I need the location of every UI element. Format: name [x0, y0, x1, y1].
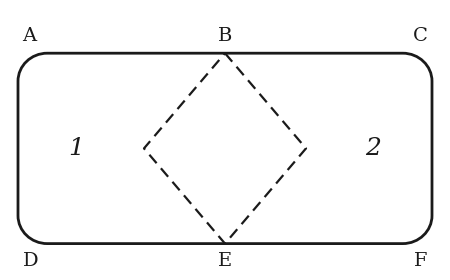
Text: F: F: [414, 252, 427, 270]
PathPatch shape: [18, 53, 432, 244]
Text: 1: 1: [68, 137, 85, 160]
Text: E: E: [218, 252, 232, 270]
Text: A: A: [22, 27, 36, 45]
Text: 2: 2: [365, 137, 382, 160]
Text: B: B: [218, 27, 232, 45]
Text: C: C: [413, 27, 428, 45]
Text: D: D: [22, 252, 38, 270]
